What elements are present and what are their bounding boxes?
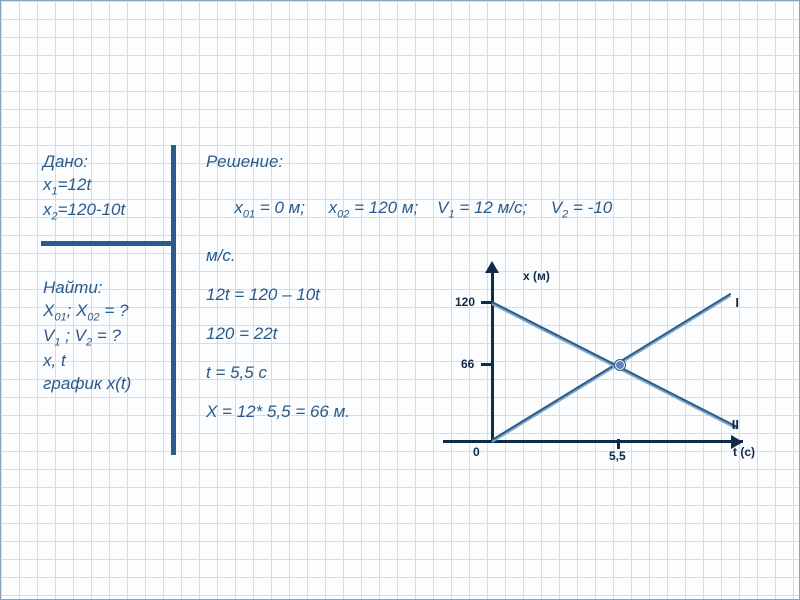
sol-row1: x01 = 0 м; x02 = 120 м; V1 = 12 м/с; V2 … [206,174,776,245]
series-II-label: II [732,417,739,432]
given-block: Дано: x1=12t x2=120-10t [43,151,125,224]
xtick-55-label: 5,5 [609,449,626,463]
intersection-point [614,359,626,371]
sol-heading: Решение: [206,151,776,174]
given-line2: x2=120-10t [43,199,125,224]
separator-vertical [171,145,176,455]
xtick-55 [617,439,620,449]
given-heading: Дано: [43,151,125,174]
find-line3: x, t [43,350,131,373]
x-axis [443,440,743,443]
series-I-line [491,293,731,441]
x-axis-label: t (c) [733,445,755,459]
origin-label: 0 [473,445,480,459]
y-axis-label: x (м) [523,269,550,283]
ytick-66 [481,363,491,366]
find-line1: X01; X02 = ? [43,300,131,325]
ytick-120-label: 120 [455,295,475,309]
y-axis [491,271,494,441]
find-heading: Найти: [43,277,131,300]
series-I-shadow [491,295,731,443]
separator-horizontal [41,241,173,246]
given-line1: x1=12t [43,174,125,199]
series-I-label: I [735,295,739,310]
y-axis-arrow-icon [485,261,499,273]
ytick-66-label: 66 [461,357,474,371]
find-line4: график x(t) [43,373,131,396]
find-block: Найти: X01; X02 = ? V1 ; V2 = ? x, t гра… [43,277,131,396]
ytick-120 [481,301,491,304]
motion-chart: x (м) t (c) 120 66 0 5,5 I II [421,261,761,471]
find-line2: V1 ; V2 = ? [43,325,131,350]
